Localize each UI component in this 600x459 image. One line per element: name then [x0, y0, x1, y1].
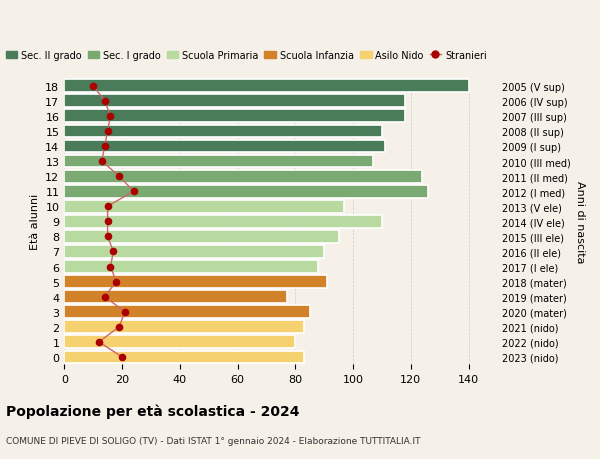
Bar: [64, 140, 385, 153]
Bar: [64, 246, 324, 258]
Y-axis label: Anni di nascita: Anni di nascita: [575, 181, 585, 263]
Bar: [64, 125, 382, 138]
Text: Popolazione per età scolastica - 2024: Popolazione per età scolastica - 2024: [6, 404, 299, 419]
Bar: [64, 215, 382, 228]
Text: COMUNE DI PIEVE DI SOLIGO (TV) - Dati ISTAT 1° gennaio 2024 - Elaborazione TUTTI: COMUNE DI PIEVE DI SOLIGO (TV) - Dati IS…: [6, 436, 421, 445]
Bar: [64, 170, 422, 183]
Bar: [64, 110, 405, 123]
Bar: [64, 95, 405, 108]
Bar: [64, 321, 304, 334]
Bar: [64, 291, 287, 303]
Bar: [64, 306, 310, 319]
Bar: [64, 155, 373, 168]
Bar: [64, 201, 344, 213]
Bar: [64, 80, 469, 93]
Bar: [64, 275, 327, 288]
Y-axis label: Età alunni: Età alunni: [30, 194, 40, 250]
Bar: [64, 185, 428, 198]
Bar: [64, 351, 304, 364]
Bar: [64, 261, 319, 274]
Bar: [64, 230, 338, 243]
Legend: Sec. II grado, Sec. I grado, Scuola Primaria, Scuola Infanzia, Asilo Nido, Stran: Sec. II grado, Sec. I grado, Scuola Prim…: [2, 47, 491, 64]
Bar: [64, 336, 295, 348]
